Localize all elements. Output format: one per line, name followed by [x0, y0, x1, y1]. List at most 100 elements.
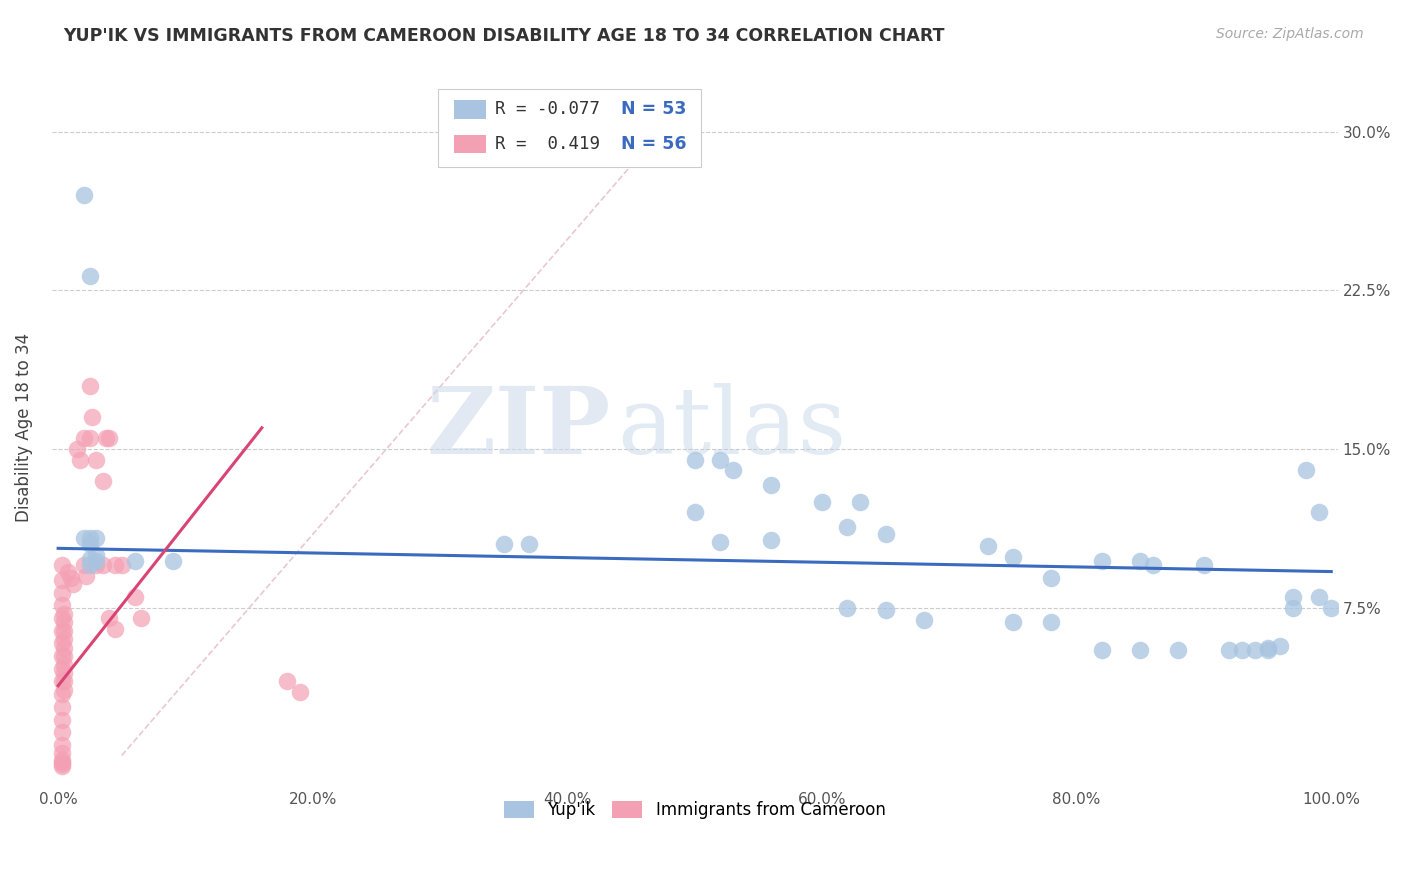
Point	[53, 674, 76, 689]
FancyBboxPatch shape	[437, 89, 702, 167]
Point	[51, 756, 73, 771]
FancyBboxPatch shape	[454, 100, 486, 119]
Point	[53, 615, 76, 630]
Point	[51, 573, 73, 587]
Point	[1230, 642, 1253, 657]
Point	[124, 590, 146, 604]
Point	[51, 747, 73, 761]
Point	[1244, 642, 1267, 657]
Point	[1295, 463, 1317, 477]
Point	[1257, 642, 1279, 657]
Point	[1001, 549, 1024, 564]
Point	[98, 431, 121, 445]
Point	[84, 554, 107, 568]
Point	[517, 537, 540, 551]
Point	[53, 666, 76, 681]
Point	[709, 535, 731, 549]
Point	[96, 431, 118, 445]
Point	[79, 552, 101, 566]
Point	[759, 533, 782, 547]
Point	[1308, 590, 1330, 604]
Point	[53, 624, 76, 638]
Point	[59, 571, 82, 585]
Point	[51, 738, 73, 752]
Point	[75, 569, 97, 583]
Point	[1320, 600, 1343, 615]
Point	[51, 759, 73, 773]
Point	[51, 755, 73, 769]
Point	[1142, 558, 1164, 573]
Point	[683, 452, 706, 467]
Point	[1218, 642, 1240, 657]
Point	[79, 378, 101, 392]
Point	[84, 548, 107, 562]
Point	[51, 725, 73, 739]
Point	[1282, 590, 1305, 604]
Point	[849, 495, 872, 509]
Point	[51, 585, 73, 599]
Text: N = 53: N = 53	[621, 101, 686, 119]
Text: N = 56: N = 56	[621, 135, 688, 153]
Point	[79, 537, 101, 551]
Text: atlas: atlas	[617, 383, 846, 473]
Point	[912, 613, 935, 627]
Point	[1257, 640, 1279, 655]
Point	[492, 537, 515, 551]
Point	[1192, 558, 1215, 573]
Point	[276, 674, 298, 689]
Point	[837, 520, 859, 534]
Point	[79, 268, 101, 283]
Point	[98, 611, 121, 625]
Point	[811, 495, 834, 509]
Point	[111, 558, 134, 573]
Point	[1040, 615, 1063, 630]
Point	[84, 558, 107, 573]
Point	[84, 452, 107, 467]
Legend: Yup'ik, Immigrants from Cameroon: Yup'ik, Immigrants from Cameroon	[498, 794, 891, 826]
Point	[51, 753, 73, 767]
Text: Source: ZipAtlas.com: Source: ZipAtlas.com	[1216, 27, 1364, 41]
Point	[104, 558, 127, 573]
Point	[51, 674, 73, 689]
Point	[53, 640, 76, 655]
Point	[875, 526, 897, 541]
Point	[79, 558, 101, 573]
Point	[104, 622, 127, 636]
Point	[721, 463, 744, 477]
Y-axis label: Disability Age 18 to 34: Disability Age 18 to 34	[15, 334, 32, 523]
Point	[79, 431, 101, 445]
Point	[66, 442, 89, 456]
Point	[1129, 642, 1152, 657]
Point	[51, 699, 73, 714]
Text: ZIP: ZIP	[427, 383, 612, 473]
Point	[129, 611, 152, 625]
Point	[1001, 615, 1024, 630]
Text: R =  0.419: R = 0.419	[495, 135, 600, 153]
Point	[69, 452, 91, 467]
FancyBboxPatch shape	[454, 135, 486, 153]
Point	[58, 565, 80, 579]
Point	[1091, 554, 1114, 568]
Point	[1282, 600, 1305, 615]
Point	[976, 539, 998, 553]
Point	[162, 554, 184, 568]
Point	[53, 649, 76, 664]
Point	[62, 577, 84, 591]
Point	[51, 713, 73, 727]
Point	[51, 636, 73, 650]
Point	[82, 410, 104, 425]
Point	[53, 657, 76, 672]
Point	[84, 531, 107, 545]
Point	[837, 600, 859, 615]
Point	[51, 662, 73, 676]
Point	[759, 478, 782, 492]
Point	[72, 431, 94, 445]
Point	[53, 632, 76, 647]
Point	[51, 624, 73, 638]
Point	[288, 685, 311, 699]
Point	[124, 554, 146, 568]
Point	[875, 602, 897, 616]
Text: R = -0.077: R = -0.077	[495, 101, 600, 119]
Point	[51, 599, 73, 613]
Point	[91, 474, 114, 488]
